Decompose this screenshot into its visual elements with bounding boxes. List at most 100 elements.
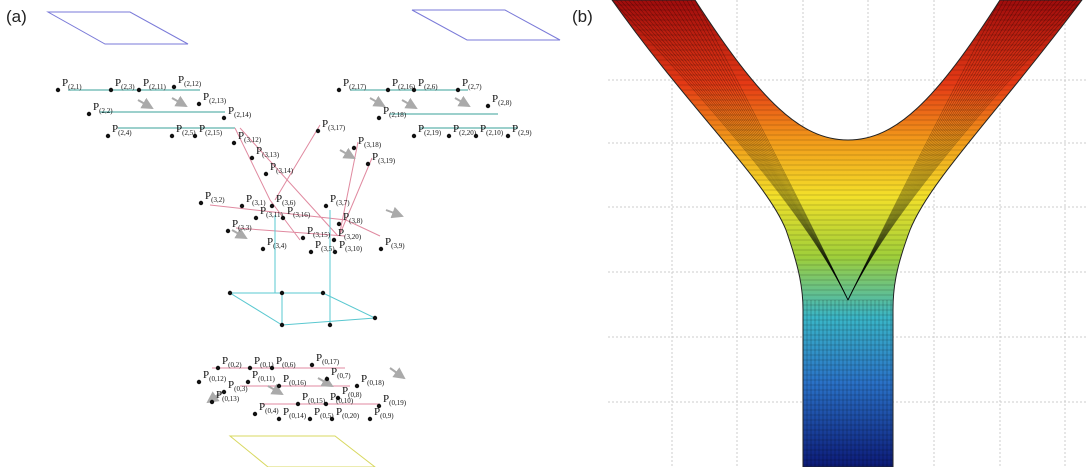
label-base: P xyxy=(331,366,337,378)
mesh-line xyxy=(847,0,1075,301)
label-sub: (3,5) xyxy=(321,245,335,253)
point xyxy=(411,87,417,93)
point xyxy=(171,84,177,90)
point xyxy=(279,322,285,328)
point-label: P(3,3) xyxy=(232,218,252,232)
point-label: P(0,16) xyxy=(283,373,307,387)
point xyxy=(55,87,61,93)
label-sub: (2,2) xyxy=(99,107,113,115)
label-sub: (3,3) xyxy=(238,224,252,232)
point-label: P(2,2) xyxy=(93,101,113,115)
point-label: P(2,11) xyxy=(143,77,166,91)
point-label: P(3,10) xyxy=(339,239,363,253)
point-label: P(2,7) xyxy=(462,77,482,91)
label-sub: (2,4) xyxy=(118,129,132,137)
mesh-line xyxy=(847,0,1050,301)
point-label: P(0,20) xyxy=(336,406,360,420)
mesh-line xyxy=(615,0,849,301)
point xyxy=(239,203,245,209)
mesh-line xyxy=(649,0,849,301)
panel-label: (a) xyxy=(6,7,27,26)
label-sub: (3,15) xyxy=(313,231,331,239)
label-sub: (3,6) xyxy=(282,199,296,207)
point xyxy=(308,249,314,255)
point-label: P(3,18) xyxy=(358,135,382,149)
label-sub: (3,10) xyxy=(345,245,363,253)
label-sub: (2,14) xyxy=(234,111,252,119)
point-label: P(0,7) xyxy=(331,366,351,380)
point xyxy=(376,115,382,121)
arrows xyxy=(137,95,471,404)
mesh-line xyxy=(847,0,1029,301)
label-base: P xyxy=(259,401,265,413)
mesh-line xyxy=(847,0,1070,301)
point xyxy=(263,171,269,177)
points xyxy=(55,84,511,422)
label-base: P xyxy=(62,77,68,89)
point xyxy=(485,103,491,109)
point-label: P(0,4) xyxy=(259,401,279,415)
label-sub: (0,4) xyxy=(265,407,279,415)
label-base: P xyxy=(199,123,205,135)
point xyxy=(136,87,142,93)
label-base: P xyxy=(512,123,518,135)
point xyxy=(253,215,259,221)
mesh-line xyxy=(678,0,849,301)
point-label: P(3,4) xyxy=(267,236,287,250)
point xyxy=(332,249,338,255)
label-sub: (3,2) xyxy=(211,196,225,204)
label-sub: (3,9) xyxy=(391,242,405,250)
point-label: P(3,8) xyxy=(343,211,363,225)
label-sub: (0,5) xyxy=(320,412,334,420)
point xyxy=(231,140,237,146)
mesh-line xyxy=(847,0,1021,301)
point xyxy=(279,290,285,296)
label-base: P xyxy=(462,77,468,89)
point-label: P(3,5) xyxy=(315,239,335,253)
label-base: P xyxy=(115,77,121,89)
label-sub: (3,14) xyxy=(276,167,294,175)
point-label: P(0,13) xyxy=(216,389,240,403)
label-sub: (3,4) xyxy=(273,242,287,250)
point xyxy=(247,365,253,371)
point-label: P(0,14) xyxy=(283,406,307,420)
point xyxy=(269,203,275,209)
label-sub: (3,19) xyxy=(378,157,396,165)
label-base: P xyxy=(374,406,380,418)
label-base: P xyxy=(418,123,424,135)
label-sub: (2,19) xyxy=(424,129,442,137)
label-sub: (2,3) xyxy=(121,83,135,91)
label-base: P xyxy=(358,135,364,147)
label-base: P xyxy=(276,355,282,367)
point xyxy=(446,133,452,139)
label-sub: (0,19) xyxy=(389,399,407,407)
label-base: P xyxy=(216,389,222,401)
point xyxy=(327,322,333,328)
label-sub: (2,16) xyxy=(398,83,416,91)
point-label: P(2,16) xyxy=(392,77,416,91)
label-base: P xyxy=(267,236,273,248)
point-label: P(2,8) xyxy=(492,93,512,107)
label-sub: (3,16) xyxy=(293,211,311,219)
mesh-line xyxy=(669,0,849,301)
point xyxy=(323,203,329,209)
label-sub: (0,11) xyxy=(258,375,275,383)
label-base: P xyxy=(316,352,322,364)
mesh-line xyxy=(665,0,849,301)
point xyxy=(108,87,114,93)
label-sub: (3,11) xyxy=(266,211,283,219)
point-label: P(2,12) xyxy=(178,74,202,88)
label-base: P xyxy=(256,145,262,157)
point-label: P(0,6) xyxy=(276,355,296,369)
point-label: P(0,15) xyxy=(302,391,326,405)
label-sub: (0,6) xyxy=(282,361,296,369)
label-base: P xyxy=(322,118,328,130)
mesh-line xyxy=(847,0,1054,301)
point-label: P(0,11) xyxy=(252,369,275,383)
mesh-line xyxy=(847,0,1046,301)
point-label: P(2,5) xyxy=(176,123,196,137)
point xyxy=(324,376,330,382)
label-base: P xyxy=(178,74,184,86)
point xyxy=(331,237,337,243)
